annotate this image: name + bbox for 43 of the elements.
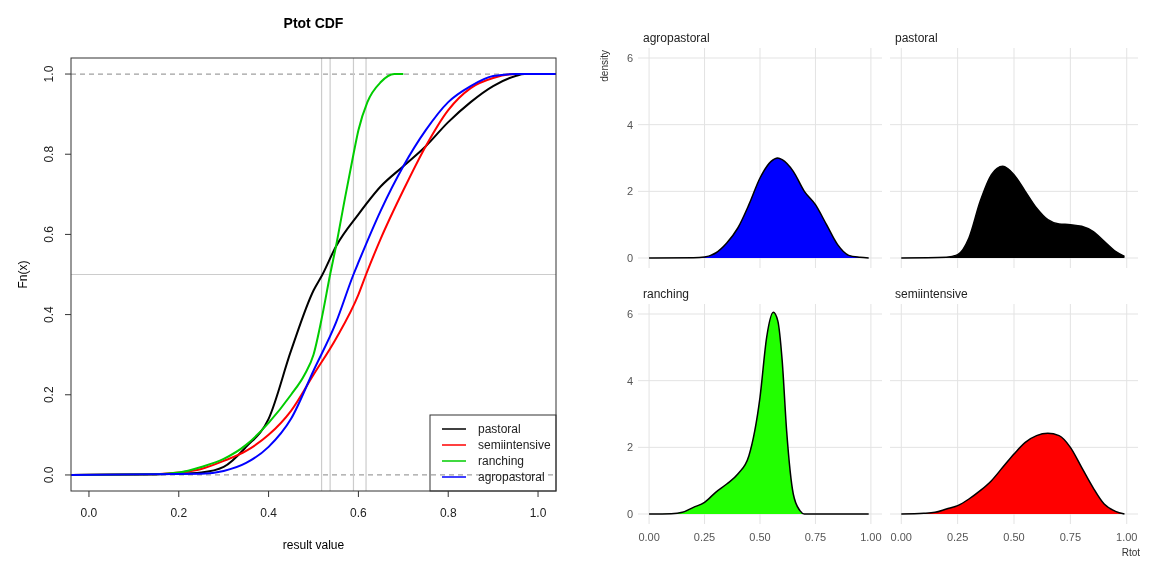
- chart-title: pastoral: [895, 31, 938, 45]
- y-tick-label: 0.4: [42, 305, 56, 323]
- legend-label: semiintensive: [478, 438, 552, 452]
- y-tick-label: 0: [626, 252, 633, 264]
- x-tick-label: 0.4: [260, 506, 278, 520]
- y-tick-label: 0.0: [42, 466, 56, 484]
- x-tick-label: 1.00: [1116, 531, 1138, 543]
- y-tick-label: 2: [626, 185, 633, 198]
- legend-label: ranching: [478, 454, 525, 468]
- x-tick-label: 1.0: [529, 506, 547, 520]
- y-tick-label: 1.0: [42, 65, 56, 83]
- x-tick-label: 0.75: [804, 531, 827, 543]
- legend-label: pastoral: [478, 422, 521, 436]
- chart-title: agropastoral: [643, 31, 710, 45]
- y-tick-label: 0.6: [42, 225, 56, 243]
- y-tick-label: 6: [626, 52, 633, 64]
- y-tick-label: 0: [626, 508, 633, 520]
- y-tick-label: 4: [626, 374, 633, 387]
- x-tick-label: 0.00: [638, 531, 660, 543]
- x-tick-label: 0.25: [946, 531, 969, 543]
- chart-title: semiintensive: [895, 287, 969, 301]
- y-tick-label: 6: [626, 308, 633, 320]
- x-tick-label: 0.6: [350, 506, 368, 520]
- chart-title: Ptot CDF: [283, 15, 344, 31]
- x-tick-label: 0.50: [1003, 531, 1025, 543]
- x-tick-label: 1.00: [860, 531, 882, 543]
- x-tick-label: 0.00: [890, 531, 912, 543]
- x-axis-title: Rtot: [1121, 547, 1141, 558]
- x-tick-label: 0.25: [693, 531, 716, 543]
- y-tick-label: 0.2: [42, 386, 56, 404]
- x-tick-label: 0.0: [80, 506, 98, 520]
- chart-title: ranching: [643, 287, 690, 301]
- legend-label: agropastoral: [478, 470, 545, 484]
- y-axis-title: Fn(x): [16, 260, 30, 289]
- x-tick-label: 0.8: [439, 506, 457, 520]
- x-tick-label: 0.75: [1059, 531, 1082, 543]
- y-axis-title: density: [599, 50, 610, 82]
- x-tick-label: 0.50: [749, 531, 771, 543]
- y-tick-label: 2: [626, 441, 633, 454]
- x-axis-title: result value: [282, 538, 345, 552]
- x-tick-label: 0.2: [170, 506, 188, 520]
- y-tick-label: 0.8: [42, 145, 56, 163]
- y-tick-label: 4: [626, 118, 633, 131]
